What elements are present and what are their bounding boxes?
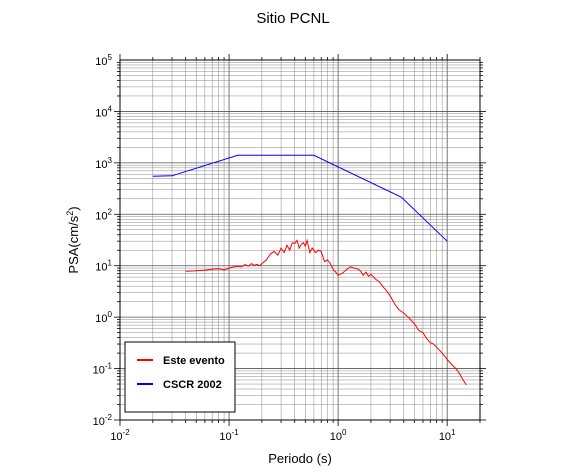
x-axis-label: Periodo (s) xyxy=(268,451,332,466)
y-tick-label: 100 xyxy=(95,310,112,325)
y-axis-label-sup: 2 xyxy=(64,210,75,216)
chart-title: Sitio PCNL xyxy=(256,10,330,27)
y-tick-label: 101 xyxy=(95,259,112,274)
y-tick-label: 103 xyxy=(95,156,112,171)
series-line-1 xyxy=(185,238,467,386)
series-line-2 xyxy=(152,154,448,242)
y-tick-label: 10-2 xyxy=(93,413,113,428)
chart-legend: Este evento CSCR 2002 xyxy=(124,341,236,413)
legend-label-series-2: CSCR 2002 xyxy=(163,379,222,391)
y-tick-label: 105 xyxy=(95,53,112,68)
x-tick-label: 10-2 xyxy=(110,428,130,443)
x-tick-label: 101 xyxy=(439,428,456,443)
plot-frame xyxy=(119,59,481,421)
y-tick-label: 102 xyxy=(95,207,112,222)
legend-box xyxy=(124,341,236,413)
y-axis-label-text: PSA(cm/s xyxy=(66,215,82,274)
y-axis-label-close: ) xyxy=(66,206,82,211)
legend-label-series-1: Este evento xyxy=(163,355,225,367)
y-tick-label: 10-1 xyxy=(93,362,113,377)
chart-axes: 10-2 10-1 100 101 10-2 10-1 100 101 102 103 104 105 xyxy=(93,53,486,443)
chart-series xyxy=(152,154,467,386)
x-tick-label: 10-1 xyxy=(219,428,239,443)
y-tick-label: 104 xyxy=(95,104,112,119)
x-tick-label: 100 xyxy=(330,428,347,443)
y-axis-label: PSA(cm/s2) xyxy=(65,180,81,300)
